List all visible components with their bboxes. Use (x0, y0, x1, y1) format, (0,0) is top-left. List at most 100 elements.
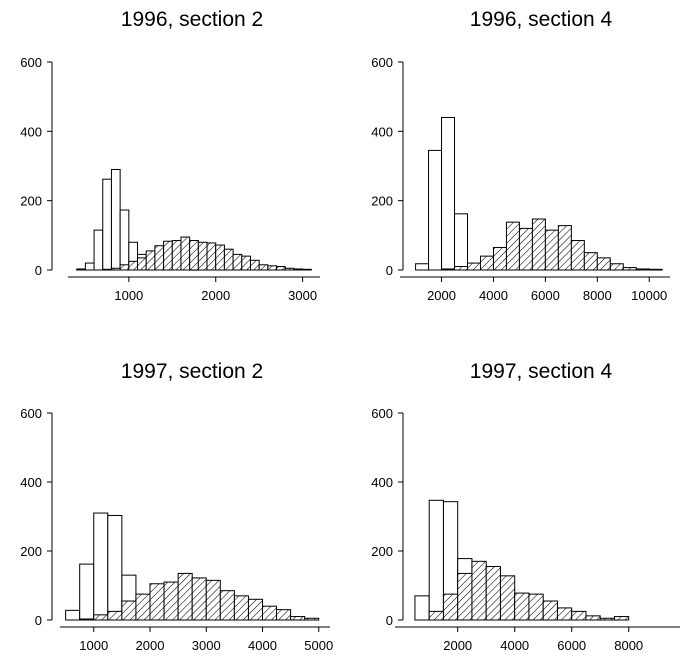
hatched-bar (542, 600, 558, 621)
hatched-bar (177, 572, 193, 621)
hatched-bar (267, 265, 278, 271)
y-tick-label: 600 (20, 406, 42, 421)
open-bar (428, 499, 444, 621)
x-tick-label: 8000 (583, 288, 612, 303)
hatched-bar (304, 617, 320, 621)
hatched-bar (302, 268, 312, 271)
y-tick-label: 0 (35, 263, 42, 278)
open-bar (441, 116, 456, 271)
x-tick-label: 1000 (114, 288, 143, 303)
hatched-bar (544, 229, 559, 271)
hatched-bar (79, 618, 95, 621)
hatched-bar (135, 593, 151, 621)
hatched-bar (571, 610, 587, 621)
x-tick-label: 2000 (136, 638, 165, 653)
open-bar (119, 209, 130, 271)
hatched-bar (180, 236, 191, 271)
hatched-bar (284, 267, 295, 271)
chart-title: 1997, section 4 (470, 360, 613, 383)
y-tick-label: 0 (386, 613, 393, 628)
hatched-bar (441, 268, 456, 271)
x-tick-label: 2000 (443, 638, 472, 653)
hatched-bar (514, 592, 530, 621)
hatched-bar (276, 609, 292, 621)
hatched-bar (290, 616, 306, 621)
open-bar (415, 263, 430, 271)
hatched-bar (247, 598, 264, 621)
hatched-bar (205, 579, 221, 621)
hatched-bar (233, 595, 249, 621)
open-bar (110, 168, 121, 271)
hatched-bar (154, 245, 165, 271)
hatched-bar (613, 616, 630, 621)
open-bar (84, 262, 95, 271)
hatched-bar (223, 248, 234, 271)
y-tick-label: 600 (20, 55, 42, 70)
y-tick-label: 400 (20, 124, 42, 139)
open-bar (93, 229, 104, 271)
hatched-bar (110, 267, 121, 271)
open-bar (65, 609, 81, 621)
chart-panel-4: 1997, section 4 0 200 400 600 2000 4000 6000 800… (371, 360, 680, 653)
hatched-bar (107, 610, 123, 621)
y-tick-label: 200 (20, 544, 42, 559)
hatched-bar (485, 566, 501, 621)
y-tick-label: 200 (371, 194, 393, 209)
hatched-bar (492, 246, 507, 271)
hatched-bar (149, 583, 165, 621)
hatched-bar (145, 250, 156, 271)
hatched-bar (121, 600, 137, 621)
hatched-bar (505, 221, 520, 271)
open-bar (454, 213, 468, 271)
open-bar (414, 595, 430, 621)
hatched-bar (585, 615, 601, 621)
x-tick-label: 6000 (531, 288, 560, 303)
hatched-bar (556, 607, 573, 621)
hatched-bar (596, 257, 611, 271)
y-tick-label: 0 (35, 613, 42, 628)
hatched-bar (119, 264, 130, 271)
hatched-bar (648, 268, 663, 271)
hatched-bar (137, 257, 147, 271)
y-tick-label: 200 (20, 194, 42, 209)
y-tick-label: 600 (371, 55, 393, 70)
hatched-bar (570, 240, 585, 271)
hatched-bar (197, 241, 208, 271)
hatched-bar (635, 268, 650, 271)
hatched-bar (93, 614, 109, 621)
hatched-bar (454, 266, 468, 271)
hatched-bar (189, 240, 199, 271)
hatched-bar (428, 610, 444, 621)
chart-title: 1996, section 4 (470, 8, 613, 31)
open-bar (107, 514, 123, 621)
x-tick-label: 4000 (500, 638, 529, 653)
chart-panel-1: 1996, section 2 0 200 400 600 1000 2000 3000 (20, 8, 320, 303)
x-tick-label: 10000 (631, 288, 667, 303)
open-bar (93, 512, 109, 621)
hatched-bar (206, 242, 217, 271)
open-bar (79, 563, 95, 621)
x-tick-label: 3000 (288, 288, 317, 303)
hatched-bar (262, 605, 278, 621)
open-bar (102, 178, 112, 271)
hatched-bar (215, 244, 225, 271)
x-tick-label: 5000 (304, 638, 333, 653)
hatched-bar (609, 263, 624, 271)
hatched-bar (499, 575, 516, 621)
hatched-bar (249, 259, 260, 271)
y-tick-label: 400 (20, 475, 42, 490)
hatched-bar (471, 560, 487, 621)
chart-panel-2: 1996, section 4 0 200 400 600 2000 4000 6000 800… (371, 8, 670, 303)
hatched-bar (442, 593, 459, 621)
hatched-bar (457, 572, 473, 621)
hatched-bar (528, 593, 544, 621)
hatched-bar (102, 268, 112, 271)
hatched-bar (241, 255, 251, 271)
open-bar (428, 149, 443, 271)
x-tick-label: 2000 (427, 288, 456, 303)
hatched-bar (467, 262, 481, 271)
hatched-bar (276, 266, 286, 271)
y-tick-label: 400 (371, 124, 393, 139)
x-tick-label: 8000 (614, 638, 643, 653)
